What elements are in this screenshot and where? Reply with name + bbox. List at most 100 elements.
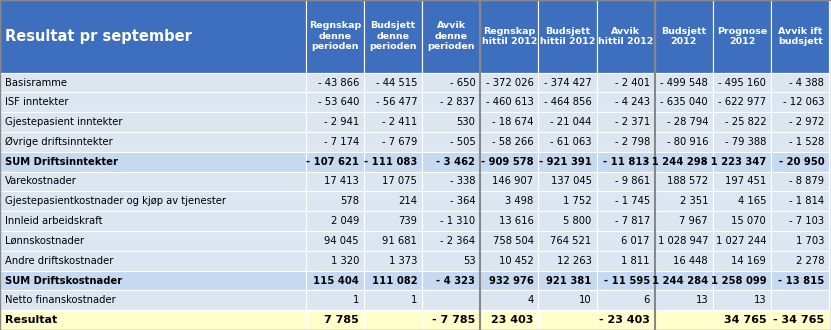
Text: 758 504: 758 504 <box>493 236 534 246</box>
Text: Resultat: Resultat <box>5 315 57 325</box>
Bar <box>364 211 422 231</box>
Bar <box>422 92 480 112</box>
Text: - 25 822: - 25 822 <box>725 117 766 127</box>
Bar <box>597 112 655 132</box>
Text: 17 413: 17 413 <box>324 177 359 186</box>
Bar <box>655 73 713 92</box>
Text: - 9 861: - 9 861 <box>615 177 650 186</box>
Bar <box>655 310 713 330</box>
Bar <box>771 112 829 132</box>
Text: - 635 040: - 635 040 <box>661 97 708 107</box>
Text: Resultat pr september: Resultat pr september <box>5 29 192 44</box>
Bar <box>480 152 538 172</box>
Text: 16 448: 16 448 <box>673 256 708 266</box>
Text: 1 244 284: 1 244 284 <box>652 276 708 285</box>
Bar <box>0 310 306 330</box>
Bar <box>422 231 480 251</box>
Text: - 650: - 650 <box>450 78 475 87</box>
Bar <box>306 132 364 152</box>
Bar <box>597 73 655 92</box>
Text: - 43 866: - 43 866 <box>317 78 359 87</box>
Bar <box>480 92 538 112</box>
Text: - 1 814: - 1 814 <box>789 196 824 206</box>
Text: - 7 103: - 7 103 <box>789 216 824 226</box>
Bar <box>713 0 771 73</box>
Text: 1 703: 1 703 <box>796 236 824 246</box>
Bar <box>771 73 829 92</box>
Text: - 2 972: - 2 972 <box>789 117 824 127</box>
Text: 23 403: 23 403 <box>491 315 534 325</box>
Bar <box>771 152 829 172</box>
Text: Regnskap
denne
perioden: Regnskap denne perioden <box>309 21 361 51</box>
Bar <box>0 152 306 172</box>
Bar <box>771 132 829 152</box>
Text: 3 498: 3 498 <box>505 196 534 206</box>
Bar <box>771 92 829 112</box>
Text: - 56 477: - 56 477 <box>376 97 417 107</box>
Bar <box>597 211 655 231</box>
Text: 34 765: 34 765 <box>724 315 766 325</box>
Bar <box>0 112 306 132</box>
Bar <box>655 112 713 132</box>
Text: 1 811: 1 811 <box>622 256 650 266</box>
Text: 1: 1 <box>411 295 417 305</box>
Bar <box>597 231 655 251</box>
Text: - 460 613: - 460 613 <box>486 97 534 107</box>
Text: - 2 837: - 2 837 <box>440 97 475 107</box>
Text: - 7 785: - 7 785 <box>432 315 475 325</box>
Bar <box>538 251 597 271</box>
Bar <box>364 251 422 271</box>
Bar <box>364 0 422 73</box>
Bar <box>306 191 364 211</box>
Text: 94 045: 94 045 <box>324 236 359 246</box>
Bar <box>771 172 829 191</box>
Bar <box>713 191 771 211</box>
Text: 5 800: 5 800 <box>563 216 592 226</box>
Text: - 58 266: - 58 266 <box>492 137 534 147</box>
Text: Lønnskostnader: Lønnskostnader <box>5 236 84 246</box>
Bar <box>655 290 713 310</box>
Text: 214: 214 <box>398 196 417 206</box>
Bar <box>0 92 306 112</box>
Bar <box>713 172 771 191</box>
Text: - 4 243: - 4 243 <box>615 97 650 107</box>
Bar <box>713 271 771 290</box>
Text: - 28 794: - 28 794 <box>666 117 708 127</box>
Bar <box>422 0 480 73</box>
Text: 1 027 244: 1 027 244 <box>715 236 766 246</box>
Text: - 2 941: - 2 941 <box>324 117 359 127</box>
Text: 2 351: 2 351 <box>680 196 708 206</box>
Bar <box>538 290 597 310</box>
Bar <box>480 231 538 251</box>
Text: - 44 515: - 44 515 <box>376 78 417 87</box>
Text: 10: 10 <box>579 295 592 305</box>
Bar <box>364 310 422 330</box>
Bar <box>306 0 364 73</box>
Text: - 1 223 347: - 1 223 347 <box>703 157 766 167</box>
Bar <box>771 271 829 290</box>
Bar <box>422 310 480 330</box>
Bar <box>771 191 829 211</box>
Bar <box>480 112 538 132</box>
Bar <box>597 191 655 211</box>
Text: - 4 323: - 4 323 <box>436 276 475 285</box>
Bar <box>306 211 364 231</box>
Text: ISF inntekter: ISF inntekter <box>5 97 68 107</box>
Bar <box>422 191 480 211</box>
Bar <box>480 132 538 152</box>
Bar <box>0 172 306 191</box>
Bar <box>306 290 364 310</box>
Bar <box>597 152 655 172</box>
Text: Gjestepasient inntekter: Gjestepasient inntekter <box>5 117 122 127</box>
Bar <box>655 172 713 191</box>
Text: Budsjett
hittil 2012: Budsjett hittil 2012 <box>540 27 595 46</box>
Bar <box>422 251 480 271</box>
Bar <box>422 290 480 310</box>
Bar <box>364 290 422 310</box>
Text: Basisramme: Basisramme <box>5 78 67 87</box>
Bar <box>713 92 771 112</box>
Text: - 80 916: - 80 916 <box>666 137 708 147</box>
Bar <box>306 172 364 191</box>
Text: Budsjett
2012: Budsjett 2012 <box>661 27 706 46</box>
Text: - 2 798: - 2 798 <box>615 137 650 147</box>
